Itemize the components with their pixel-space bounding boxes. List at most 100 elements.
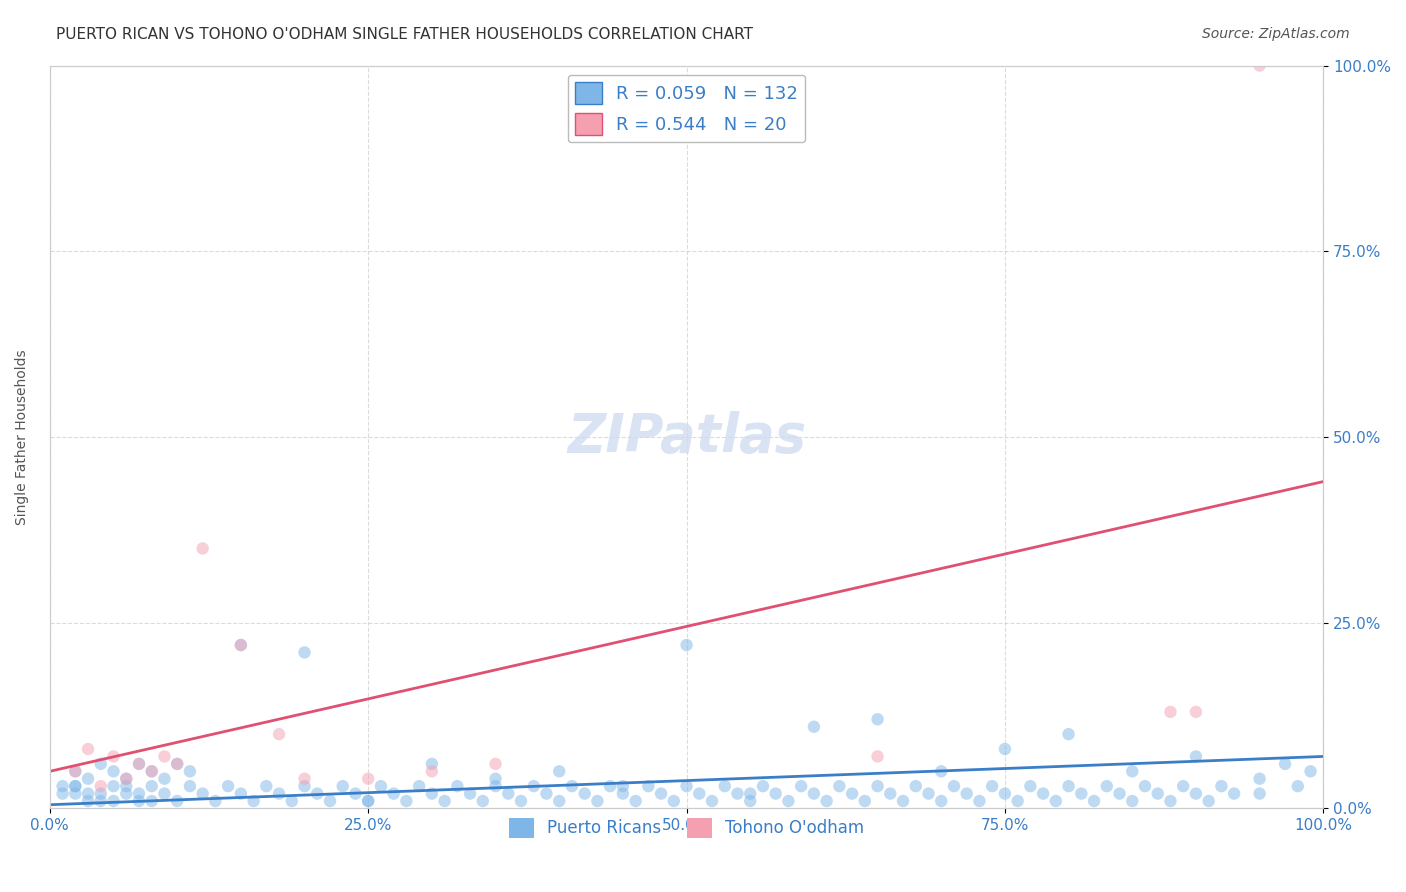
Point bbox=[700, 794, 723, 808]
Point bbox=[765, 787, 787, 801]
Point bbox=[242, 794, 264, 808]
Point bbox=[778, 794, 800, 808]
Point bbox=[357, 772, 380, 786]
Point bbox=[484, 779, 506, 793]
Point bbox=[153, 787, 176, 801]
Point bbox=[52, 787, 75, 801]
Point bbox=[281, 794, 304, 808]
Point bbox=[1057, 727, 1080, 741]
Point bbox=[1173, 779, 1195, 793]
Point bbox=[548, 764, 571, 779]
Point bbox=[1083, 794, 1105, 808]
Point bbox=[1032, 787, 1054, 801]
Point bbox=[498, 787, 520, 801]
Point bbox=[166, 794, 188, 808]
Point bbox=[229, 638, 252, 652]
Point bbox=[446, 779, 468, 793]
Point bbox=[217, 779, 239, 793]
Point bbox=[828, 779, 851, 793]
Point bbox=[1108, 787, 1130, 801]
Point bbox=[790, 779, 813, 793]
Point bbox=[294, 772, 316, 786]
Point bbox=[1070, 787, 1092, 801]
Point bbox=[77, 787, 100, 801]
Point bbox=[561, 779, 583, 793]
Point bbox=[1249, 59, 1271, 73]
Point bbox=[90, 756, 112, 771]
Point bbox=[510, 794, 533, 808]
Point bbox=[484, 772, 506, 786]
Point bbox=[637, 779, 659, 793]
Point bbox=[853, 794, 876, 808]
Text: PUERTO RICAN VS TOHONO O'ODHAM SINGLE FATHER HOUSEHOLDS CORRELATION CHART: PUERTO RICAN VS TOHONO O'ODHAM SINGLE FA… bbox=[56, 27, 754, 42]
Point bbox=[128, 756, 150, 771]
Point bbox=[90, 779, 112, 793]
Point bbox=[254, 779, 277, 793]
Point bbox=[77, 794, 100, 808]
Point bbox=[128, 756, 150, 771]
Point bbox=[420, 756, 443, 771]
Point bbox=[727, 787, 749, 801]
Point bbox=[77, 742, 100, 756]
Point bbox=[1211, 779, 1233, 793]
Point bbox=[994, 742, 1017, 756]
Point bbox=[891, 794, 914, 808]
Point bbox=[1223, 787, 1246, 801]
Point bbox=[382, 787, 405, 801]
Point bbox=[229, 787, 252, 801]
Point bbox=[1133, 779, 1156, 793]
Point bbox=[969, 794, 991, 808]
Point bbox=[612, 787, 634, 801]
Point bbox=[153, 772, 176, 786]
Point bbox=[803, 787, 825, 801]
Point bbox=[574, 787, 596, 801]
Point bbox=[624, 794, 647, 808]
Point bbox=[141, 764, 163, 779]
Point bbox=[1095, 779, 1118, 793]
Point bbox=[103, 749, 125, 764]
Point bbox=[141, 794, 163, 808]
Point bbox=[153, 749, 176, 764]
Point bbox=[740, 794, 762, 808]
Point bbox=[65, 779, 87, 793]
Point bbox=[229, 638, 252, 652]
Text: Source: ZipAtlas.com: Source: ZipAtlas.com bbox=[1202, 27, 1350, 41]
Point bbox=[484, 756, 506, 771]
Point bbox=[357, 794, 380, 808]
Point bbox=[65, 779, 87, 793]
Point bbox=[332, 779, 354, 793]
Point bbox=[115, 787, 138, 801]
Point bbox=[1045, 794, 1067, 808]
Point bbox=[929, 794, 952, 808]
Point bbox=[1159, 794, 1181, 808]
Y-axis label: Single Father Households: Single Father Households bbox=[15, 349, 30, 524]
Point bbox=[1185, 705, 1208, 719]
Point bbox=[713, 779, 735, 793]
Point bbox=[1057, 779, 1080, 793]
Point bbox=[65, 764, 87, 779]
Point bbox=[536, 787, 558, 801]
Point bbox=[675, 779, 697, 793]
Point bbox=[1121, 764, 1143, 779]
Point bbox=[740, 787, 762, 801]
Point bbox=[675, 638, 697, 652]
Point bbox=[319, 794, 342, 808]
Point bbox=[1198, 794, 1220, 808]
Point bbox=[344, 787, 367, 801]
Point bbox=[1121, 794, 1143, 808]
Point bbox=[128, 794, 150, 808]
Point bbox=[904, 779, 927, 793]
Point bbox=[981, 779, 1004, 793]
Point bbox=[752, 779, 775, 793]
Point bbox=[1185, 749, 1208, 764]
Point bbox=[523, 779, 546, 793]
Point bbox=[586, 794, 609, 808]
Point bbox=[115, 772, 138, 786]
Point bbox=[267, 787, 290, 801]
Point bbox=[866, 712, 889, 726]
Point bbox=[1159, 705, 1181, 719]
Point bbox=[141, 779, 163, 793]
Point bbox=[395, 794, 418, 808]
Point bbox=[471, 794, 494, 808]
Point bbox=[52, 779, 75, 793]
